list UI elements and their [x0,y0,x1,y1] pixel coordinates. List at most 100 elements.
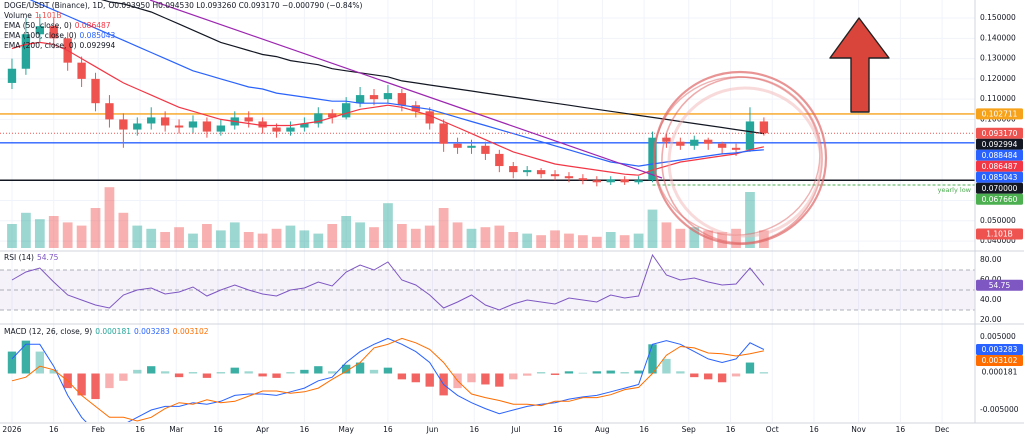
volume-bar [355,222,365,248]
legend-value: 54.75 [37,253,59,262]
legend-row: Volume 1.101B [4,11,62,20]
candle-body [188,121,198,128]
volume-bar [591,236,602,248]
candle-body [439,123,448,144]
y-tick-label: 0.110000 [980,94,1016,103]
volume-bar [494,225,505,248]
volume-bar [619,235,630,248]
histogram-bar [21,340,31,374]
legend-ohlc: O0.093950 H0.094530 L0.093260 C0.093170 … [108,1,362,10]
drawings [149,0,890,246]
price-badge-label: 0.003283 [982,345,1018,354]
legend-name: Volume [4,11,32,20]
volume-bar [271,228,282,248]
volume-bar [90,208,101,248]
candle-body [704,139,713,144]
y-tick-label: 80.00 [980,255,1002,264]
price-badge [976,355,1023,367]
volume-bar [257,233,268,248]
histogram-bar [7,351,17,374]
volume-bar [299,230,310,248]
histogram-bar [258,373,267,377]
candle-body [258,121,267,128]
candle-body [759,121,769,134]
price-badge-label: 0.000181 [982,368,1018,377]
candle-body [133,123,142,130]
candle-body [481,145,490,154]
x-tick-label: Sep [682,425,696,434]
candle-body [35,26,45,35]
volume-bar [132,225,143,248]
x-tick-label: Mar [169,425,184,434]
x-tick-label: 2026 [2,425,21,434]
candle-body [77,62,86,79]
histogram-bar [745,362,755,374]
candle-body [91,78,100,104]
volume-bar [327,224,338,248]
legend-name: EMA (100, close, 0) [4,31,77,40]
price-badge [976,108,1023,120]
candle-body [397,93,407,106]
histogram-bar [411,373,420,383]
volume-bar [689,227,700,248]
x-tick-label: 16 [726,425,736,434]
price-badge [976,138,1023,150]
legend-row: MACD (12, 26, close, 9) 0.000181 0.003283 0… [4,327,209,336]
legend-row: RSI (14) 54.75 [4,253,59,262]
candle-body [620,179,629,183]
histogram-bar [147,366,156,374]
candle-body [328,113,337,118]
legend-value: 0.003102 [173,327,209,336]
volume-bar [188,233,198,248]
candle-body [634,180,643,183]
candle-body [453,143,462,148]
histogram-bar [731,373,741,377]
volume-bar [605,232,616,248]
series-line [11,337,765,422]
candle-body [578,178,588,181]
histogram-bar [536,372,546,374]
circle-drawing [667,86,823,238]
candle-body [216,125,226,132]
x-tick-label: Aug [595,425,610,434]
histogram-bar [550,373,560,375]
candle-body [7,68,17,83]
legend-title: DOGE/USDT (Binance), 1D, [4,1,105,10]
y-tick-label: 0.050000 [980,216,1016,225]
candle-body [648,137,657,181]
histogram-bar [300,369,309,374]
price-badge [976,279,1023,291]
candle-body [300,123,309,128]
volume-bar [341,216,352,248]
histogram-bar [690,373,699,378]
histogram-bar [314,366,323,374]
candle-body [467,145,476,148]
histogram-bar [425,373,434,387]
price-badge-label: 0.102711 [982,109,1018,118]
axes: 2026 16 Feb 16 Mar 16 Apr 16 May 16 Jun 16 Jul 16 Aug 1… [2,13,1023,434]
legend-value: 0.086487 [75,21,111,30]
price-badge-label: 0.085043 [982,173,1018,182]
volume-bar [243,232,254,248]
candle-body [411,105,420,112]
volume-bar [104,187,115,248]
histogram-bar [481,373,490,385]
y-tick-label: 0.120000 [980,74,1016,83]
histogram-bar [369,369,379,374]
volume-bar [466,228,477,248]
candle-body [536,170,546,175]
series-line [100,0,764,135]
histogram-bar [676,371,685,374]
volume-bar [661,222,672,248]
volume-bar [34,219,45,248]
candle-body [523,170,532,173]
volume-bar [202,224,212,248]
candle-body [383,93,393,100]
series-line [11,253,765,311]
volume-bar [7,224,17,248]
candle-body [606,179,615,183]
price-badge [976,160,1023,172]
price-badge [976,182,1023,194]
x-tick-label: Nov [851,425,866,434]
histogram-bar [578,372,588,374]
